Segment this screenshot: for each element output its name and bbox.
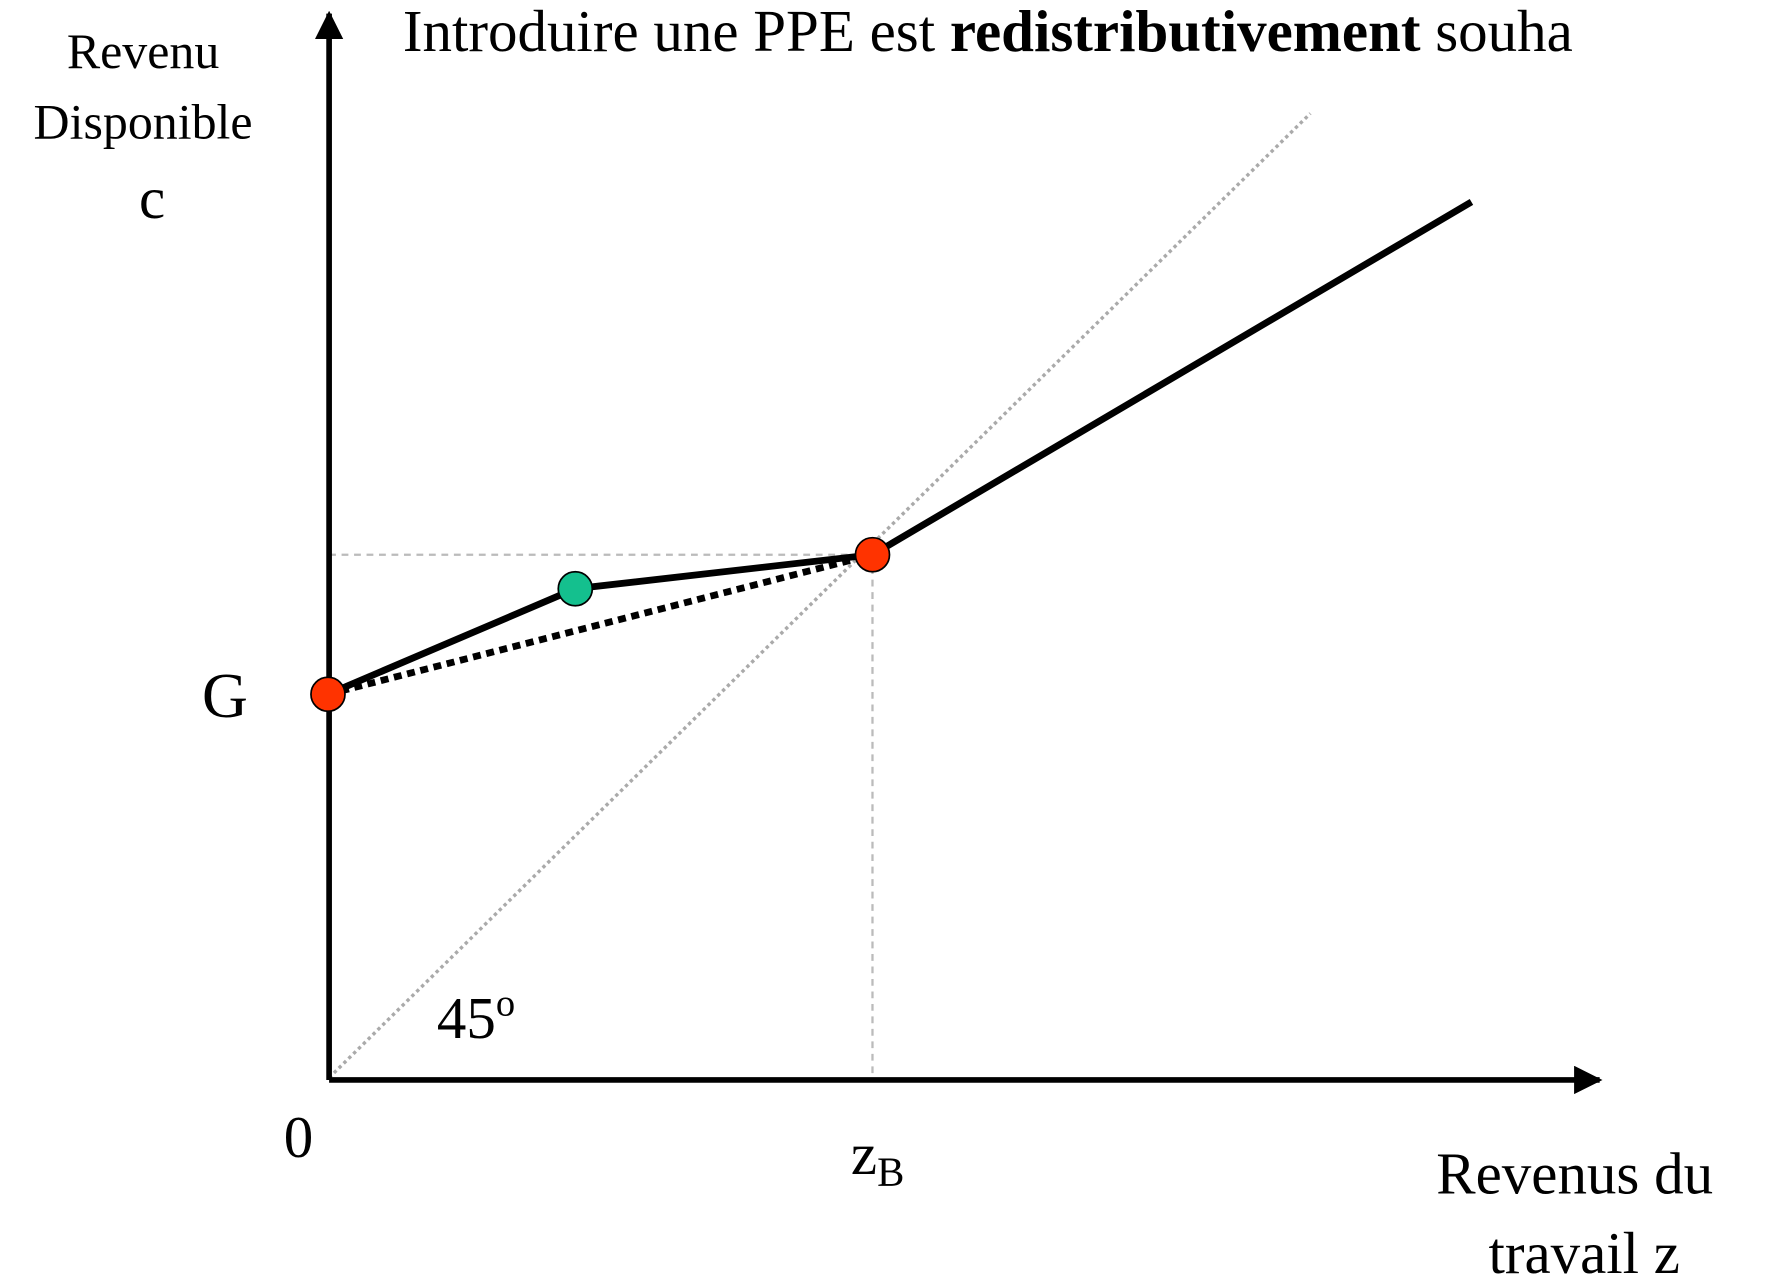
label-angle: 45o: [437, 982, 515, 1051]
label-angle-sup: o: [496, 982, 515, 1024]
diagonal-45: [327, 112, 1312, 1079]
new-budget-line: [326, 198, 1474, 698]
title-suffix: souha: [1435, 0, 1573, 64]
label-origin: 0: [284, 1104, 313, 1170]
point-G: [310, 676, 346, 713]
y-axis-label: c: [139, 165, 165, 231]
x-axis-label: travail z: [1488, 1220, 1680, 1283]
point-zB: [854, 536, 891, 573]
label-zB: zB: [851, 1121, 904, 1194]
x-axis-label: Revenus du: [1436, 1140, 1713, 1206]
label-angle-main: 45: [437, 985, 496, 1051]
point-ppe: [557, 570, 594, 607]
title-bold: redistributivement: [950, 0, 1421, 64]
label-zB-sub: B: [877, 1149, 904, 1194]
title-prefix: Introduire une PPE est: [403, 0, 936, 64]
old-budget-line: [327, 551, 874, 698]
title: Introduire une PPE est redistributivemen…: [403, 0, 1573, 64]
label-zB-main: z: [851, 1121, 877, 1187]
y-axis-label: Revenu: [67, 24, 219, 79]
label-G: G: [202, 660, 248, 731]
y-axis-label: Disponible: [34, 94, 253, 149]
